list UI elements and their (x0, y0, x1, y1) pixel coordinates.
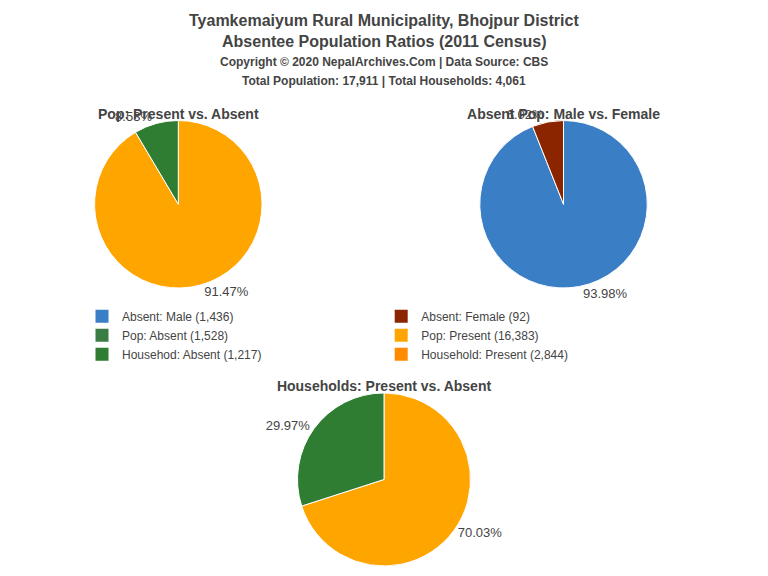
svg-text:93.98%: 93.98% (583, 286, 628, 301)
svg-text:29.97%: 29.97% (266, 418, 311, 433)
svg-text:Total Population: 17,911 | Tot: Total Population: 17,911 | Total Househo… (242, 74, 526, 88)
svg-text:70.03%: 70.03% (458, 525, 503, 540)
svg-text:Pop: Present vs. Absent: Pop: Present vs. Absent (98, 106, 259, 122)
svg-text:Households: Present vs. Absent: Households: Present vs. Absent (277, 378, 492, 394)
svg-text:Household: Present (2,844): Household: Present (2,844) (421, 348, 568, 362)
svg-text:Copyright © 2020 NepalArchives: Copyright © 2020 NepalArchives.Com | Dat… (220, 55, 548, 69)
svg-text:Pop: Present (16,383): Pop: Present (16,383) (421, 329, 538, 343)
svg-text:Pop: Absent (1,528): Pop: Absent (1,528) (122, 329, 228, 343)
svg-text:Absentee Population Ratios (20: Absentee Population Ratios (2011 Census) (222, 33, 547, 50)
svg-text:Absent: Female (92): Absent: Female (92) (421, 310, 530, 324)
svg-text:8.53%: 8.53% (115, 109, 152, 124)
svg-text:Tyamkemaiyum Rural Municipalit: Tyamkemaiyum Rural Municipality, Bhojpur… (189, 12, 579, 29)
svg-text:6.02%: 6.02% (507, 107, 544, 122)
svg-text:Househod: Absent (1,217): Househod: Absent (1,217) (122, 348, 261, 362)
svg-text:Absent: Male (1,436): Absent: Male (1,436) (122, 310, 233, 324)
svg-text:Absent Pop: Male vs. Female: Absent Pop: Male vs. Female (467, 106, 660, 122)
svg-text:91.47%: 91.47% (204, 284, 249, 299)
